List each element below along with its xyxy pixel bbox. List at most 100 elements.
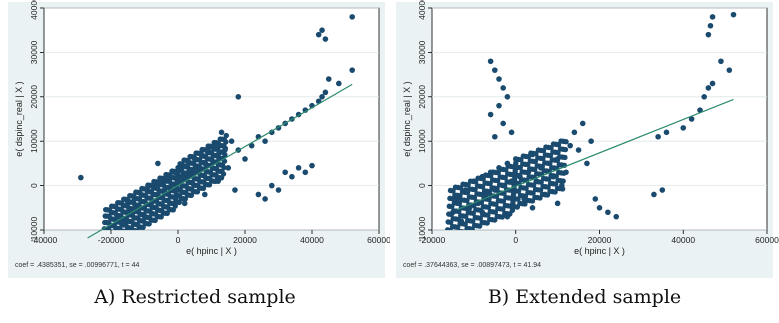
data-point xyxy=(161,187,168,193)
data-point xyxy=(504,160,511,167)
x-axis-label: e( hpinc | X ) xyxy=(574,246,625,256)
data-point xyxy=(295,165,302,171)
caption-extended-sample: B) Extended sample xyxy=(487,286,682,308)
y-tick-label: 0 xyxy=(29,183,39,188)
data-point xyxy=(302,107,309,113)
data-point xyxy=(613,213,620,220)
data-point xyxy=(155,160,161,167)
data-point xyxy=(151,182,158,189)
regression-note: coef = .4385351, se = .00996771, t = 44 xyxy=(15,262,139,269)
data-point xyxy=(492,133,498,140)
data-point xyxy=(560,178,566,184)
data-point xyxy=(504,213,511,220)
data-point xyxy=(508,178,515,184)
data-point xyxy=(121,218,128,224)
data-point xyxy=(479,173,486,180)
caption-restricted-sample: A) Restricted sample xyxy=(94,286,296,308)
data-point xyxy=(529,151,536,158)
data-point xyxy=(479,209,486,216)
y-tick-label: 10000 xyxy=(417,129,427,153)
data-point xyxy=(496,165,502,171)
data-point xyxy=(222,147,228,153)
data-point xyxy=(228,138,235,144)
data-point xyxy=(500,120,506,127)
data-point xyxy=(709,14,716,20)
data-point xyxy=(483,191,490,198)
data-point xyxy=(533,178,540,184)
data-point xyxy=(322,36,329,42)
data-point xyxy=(487,58,494,65)
data-point xyxy=(563,169,569,176)
data-point xyxy=(138,191,144,198)
data-point xyxy=(588,138,594,144)
y-tick-label: 10000 xyxy=(29,129,39,153)
data-point xyxy=(124,200,131,207)
data-point xyxy=(195,165,201,171)
scatter-points xyxy=(78,14,356,230)
data-point xyxy=(131,196,138,202)
data-point xyxy=(559,182,565,189)
y-tick-label: -10000 xyxy=(29,216,39,243)
x-axis-label: e( hpinc | X ) xyxy=(186,246,237,256)
data-point xyxy=(221,164,227,171)
data-point xyxy=(496,102,502,109)
data-point xyxy=(584,160,590,167)
y-tick-label: 30000 xyxy=(29,40,39,64)
data-point xyxy=(198,151,205,158)
x-tick-label: 40000 xyxy=(671,235,695,245)
y-tick-label: 20000 xyxy=(417,85,427,109)
data-point xyxy=(215,151,221,158)
data-point xyxy=(309,162,315,169)
x-tick-label: -20000 xyxy=(419,235,446,245)
x-tick-label: 0 xyxy=(176,235,181,245)
data-point xyxy=(262,138,268,144)
data-point xyxy=(218,129,225,136)
data-point xyxy=(567,142,573,149)
data-point xyxy=(322,89,329,96)
data-point xyxy=(538,165,544,171)
data-point xyxy=(709,80,716,87)
x-tick-label: -20000 xyxy=(98,235,125,245)
chart-extended-sample: -10000 0 10000 20000 30000 40000 -20000 0 20000 4… xyxy=(396,0,779,278)
data-point xyxy=(220,171,227,177)
data-point xyxy=(462,187,469,193)
data-point xyxy=(492,187,498,193)
data-point xyxy=(302,169,309,176)
y-tick-label: 40000 xyxy=(417,0,427,20)
data-point xyxy=(487,169,494,176)
data-point xyxy=(165,173,171,180)
data-point xyxy=(269,182,275,189)
data-point xyxy=(319,94,325,100)
panel-a: -10000 0 10000 20000 30000 40000 -40000 -20000 0… xyxy=(8,0,390,308)
data-point xyxy=(542,191,548,198)
data-point xyxy=(458,218,465,224)
data-point xyxy=(562,146,569,153)
data-point xyxy=(289,173,295,180)
data-point xyxy=(592,196,599,202)
data-point xyxy=(596,205,603,211)
data-point xyxy=(178,165,185,171)
data-point xyxy=(655,133,661,140)
data-point xyxy=(659,187,666,193)
data-point xyxy=(525,169,532,176)
data-point xyxy=(579,120,586,127)
data-point xyxy=(215,178,221,184)
data-point xyxy=(471,178,477,184)
data-point xyxy=(726,67,733,73)
scatter-points xyxy=(444,11,737,230)
data-point xyxy=(145,187,151,193)
data-point xyxy=(730,11,737,18)
y-tick-label: 40000 xyxy=(29,0,39,20)
data-point xyxy=(563,139,569,145)
data-point xyxy=(191,156,198,162)
data-point xyxy=(325,76,332,82)
data-point xyxy=(181,173,188,180)
data-point xyxy=(315,31,322,38)
data-point xyxy=(248,142,255,149)
data-point xyxy=(663,129,670,136)
data-point xyxy=(223,132,229,139)
data-point xyxy=(504,94,511,100)
data-point xyxy=(349,14,356,20)
data-point xyxy=(454,196,460,202)
data-point xyxy=(188,169,195,176)
